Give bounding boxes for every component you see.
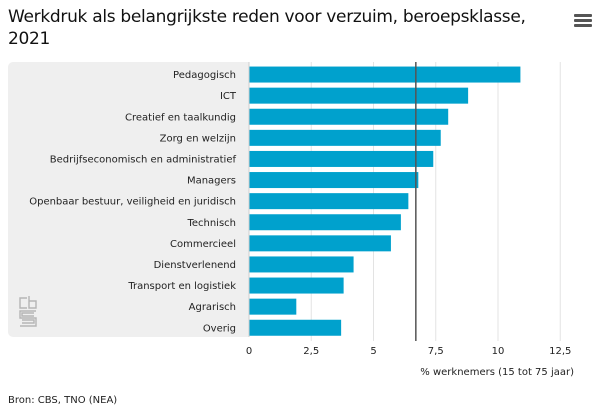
chart-title: Werkdruk als belangrijkste reden voor ve…	[8, 7, 526, 49]
x-tick-label: 7,5	[428, 346, 444, 357]
x-axis-title: % werknemers (15 tot 75 jaar)	[420, 367, 574, 378]
category-label: Agrarisch	[189, 302, 236, 313]
category-label: Creatief en taalkundig	[125, 112, 236, 123]
category-label-panel	[8, 62, 249, 337]
bar	[249, 319, 342, 336]
menu-line	[574, 24, 592, 27]
category-label: Pedagogisch	[173, 70, 236, 81]
category-label: Commercieel	[170, 239, 236, 250]
bar	[249, 108, 449, 125]
bar	[249, 87, 469, 104]
menu-line	[574, 14, 592, 17]
category-label: Overig	[203, 323, 236, 334]
category-label: ICT	[220, 91, 237, 102]
bar	[249, 298, 297, 315]
x-tick-label: 2,5	[303, 346, 319, 357]
category-label: Transport en logistiek	[127, 281, 236, 292]
x-tick-label: 0	[246, 346, 252, 357]
bar	[249, 256, 354, 273]
category-label: Managers	[187, 176, 236, 187]
category-label: Openbaar bestuur, veiligheid en juridisc…	[29, 197, 236, 208]
x-tick-label: 12,5	[549, 346, 571, 357]
source-note: Bron: CBS, TNO (NEA)	[8, 395, 118, 406]
bar	[249, 193, 409, 210]
bar	[249, 277, 344, 294]
bar	[249, 129, 441, 146]
bar	[249, 66, 521, 83]
bar	[249, 150, 434, 167]
category-label: Zorg en welzijn	[160, 133, 236, 144]
bar	[249, 214, 401, 231]
cbs-logo-icon	[19, 296, 37, 327]
bar	[249, 235, 391, 252]
x-tick-label: 5	[370, 346, 376, 357]
x-tick-label: 10	[492, 346, 505, 357]
category-label: Bedrijfseconomisch en administratief	[50, 154, 237, 165]
category-label: Technisch	[186, 218, 236, 229]
bar	[249, 172, 419, 189]
menu-line	[574, 19, 592, 22]
hamburger-menu-icon[interactable]	[574, 14, 592, 28]
category-label: Dienstverlenend	[154, 260, 236, 271]
